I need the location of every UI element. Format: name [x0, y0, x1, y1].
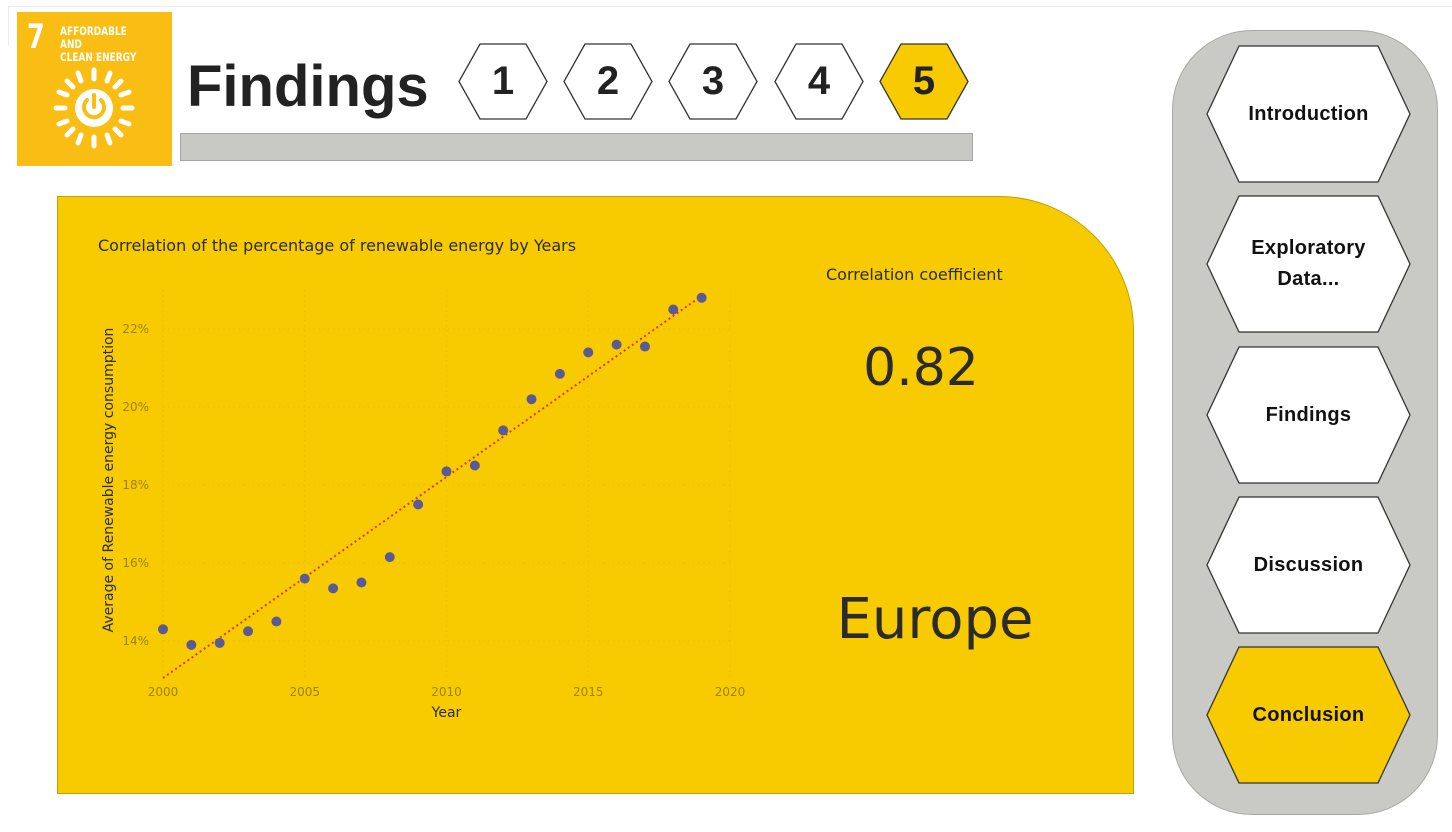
data-point — [186, 639, 197, 650]
y-tick-label: 22% — [122, 322, 149, 336]
sdg-badge: 7 AFFORDABLE AND CLEAN ENERGY — [17, 12, 172, 166]
data-point — [356, 577, 367, 588]
title-underline-bar — [180, 133, 973, 161]
y-tick-label: 20% — [122, 400, 149, 414]
data-point — [554, 368, 565, 379]
nav-introduction-label: Introduction — [1248, 102, 1369, 125]
hexagon-shape — [1206, 346, 1411, 484]
x-tick-label: 2020 — [715, 685, 746, 699]
findings-card — [57, 196, 1134, 794]
data-point — [214, 637, 225, 648]
data-point — [328, 583, 339, 594]
hexagon-shape — [1206, 45, 1411, 183]
page-title: Findings — [187, 54, 429, 119]
data-point — [668, 304, 679, 315]
data-point — [611, 339, 622, 350]
sdg-label: AFFORDABLE AND CLEAN ENERGY — [60, 24, 137, 64]
x-tick-label: 2010 — [431, 685, 462, 699]
scatter-chart[interactable]: 2000 2005 2010 2015 2020 14% 16% 18% 20% 22% Year A… — [90, 270, 760, 730]
hexagon-shape — [774, 43, 864, 120]
data-point — [583, 347, 594, 358]
top-border — [8, 6, 1452, 7]
step-2-button[interactable]: 2 — [563, 43, 653, 120]
data-point — [413, 499, 424, 510]
nav-exploratory-data-button[interactable]: Exploratory Data... — [1206, 195, 1411, 333]
data-point — [299, 573, 310, 584]
sdg-number: 7 — [27, 17, 45, 57]
nav-conclusion-label: Conclusion — [1252, 703, 1365, 726]
nav-introduction-button[interactable]: Introduction — [1206, 45, 1411, 183]
nav-conclusion-button[interactable]: Conclusion — [1206, 646, 1411, 784]
hexagon-shape — [1206, 496, 1411, 634]
nav-findings-button[interactable]: Findings — [1206, 346, 1411, 484]
data-point — [271, 616, 282, 627]
step-1-label: 1 — [491, 59, 515, 103]
step-3-button[interactable]: 3 — [668, 43, 758, 120]
x-tick-label: 2005 — [289, 685, 320, 699]
data-point — [639, 341, 650, 352]
x-axis-title: Year — [431, 705, 462, 721]
data-point — [243, 626, 254, 637]
step-1-button[interactable]: 1 — [458, 43, 548, 120]
trendline — [162, 295, 703, 679]
left-border — [8, 6, 9, 46]
hexagon-shape — [1206, 646, 1411, 784]
y-tick-label: 14% — [122, 634, 149, 648]
nav-exploratory-data-label: Exploratory Data... — [1251, 237, 1366, 290]
correlation-value: 0.82 — [863, 338, 979, 398]
correlation-label: Correlation coefficient — [826, 265, 1003, 284]
data-point — [498, 425, 509, 436]
step-5-label: 5 — [912, 59, 936, 103]
nav-discussion-button[interactable]: Discussion — [1206, 496, 1411, 634]
x-tick-label: 2015 — [573, 685, 604, 699]
chart-title: Correlation of the percentage of renewab… — [98, 236, 577, 255]
sun-power-icon — [53, 67, 135, 149]
step-4-button[interactable]: 4 — [774, 43, 864, 120]
data-point — [526, 394, 537, 405]
region-label: Europe — [836, 587, 1034, 652]
data-point — [384, 552, 395, 563]
step-2-label: 2 — [596, 59, 620, 103]
x-tick-label: 2000 — [148, 685, 179, 699]
data-point — [469, 460, 480, 471]
y-tick-label: 18% — [122, 478, 149, 492]
step-4-label: 4 — [807, 59, 831, 103]
data-point — [441, 466, 452, 477]
hexagon-shape — [458, 43, 548, 120]
data-point — [158, 624, 168, 635]
hexagon-shape — [563, 43, 653, 120]
y-axis-title: Average of Renewable energy consumption — [101, 328, 117, 633]
nav-findings-label: Findings — [1265, 403, 1352, 426]
step-5-button[interactable]: 5 — [879, 43, 969, 120]
nav-discussion-label: Discussion — [1253, 553, 1364, 576]
y-tick-label: 16% — [122, 556, 149, 570]
hexagon-shape — [668, 43, 758, 120]
data-point — [696, 292, 707, 303]
step-3-label: 3 — [701, 59, 725, 103]
hexagon-shape — [879, 43, 969, 120]
hexagon-shape — [1206, 195, 1411, 333]
